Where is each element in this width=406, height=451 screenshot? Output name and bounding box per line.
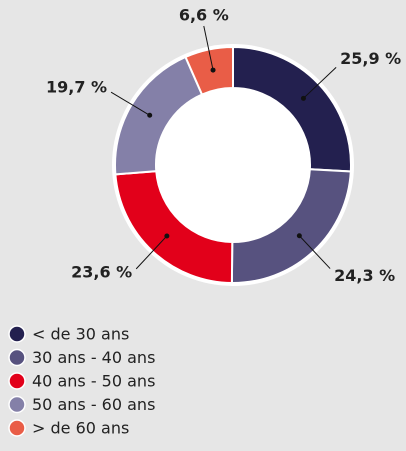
leader-dot [147,112,153,118]
data-label: 24,3 % [334,266,395,285]
leader-dot [300,95,306,101]
leader-line [203,25,214,71]
legend-swatch [8,419,26,437]
leader-dot [296,233,302,239]
legend-swatch [8,348,26,367]
leader-line [298,235,331,269]
legend-label: 50 ans - 60 ans [32,395,155,414]
legend-label: 40 ans - 50 ans [32,372,155,391]
data-label: 23,6 % [71,262,132,281]
leader-line [303,67,337,99]
donut-segment [184,45,234,96]
leader-dot [164,233,170,239]
data-label: 19,7 % [46,78,107,97]
leader-dot [210,67,216,73]
data-label: 25,9 % [340,49,401,68]
legend-swatch [8,372,26,390]
leader-line [135,235,168,270]
legend-swatch [8,325,26,343]
legend-label: 30 ans - 40 ans [32,348,155,367]
legend-label: > de 60 ans [32,419,129,438]
legend-swatch [8,395,26,414]
leader-line [110,91,150,116]
data-label: 6,6 % [179,6,229,25]
legend-label: < de 30 ans [32,325,129,344]
